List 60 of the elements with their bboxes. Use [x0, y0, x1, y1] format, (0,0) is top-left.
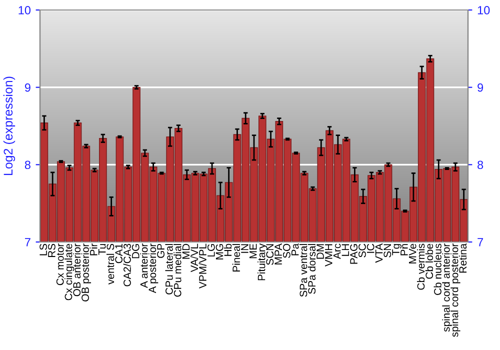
x-tick-label: DG: [132, 244, 140, 258]
x-tick-label: A anterior: [140, 244, 148, 288]
x-tick-label: SPa dorsal: [308, 244, 316, 294]
x-tick-label: MG: [216, 244, 224, 260]
x-tick-label: LS: [40, 244, 47, 256]
y-tick-label: 8: [24, 160, 30, 170]
x-tick-label: Pineal: [232, 244, 240, 272]
x-tick-label: VTA: [375, 243, 383, 263]
x-tick-label: Pir: [90, 244, 98, 256]
x-tick-label: ME: [250, 244, 257, 258]
x-tick-label: SC: [358, 244, 366, 258]
y2-tick-label: 9: [478, 83, 484, 92]
x-tick-label: Cb lobe: [425, 244, 434, 279]
y-tick-label: 7: [25, 238, 30, 246]
x-tick-label: CA2/CA3: [123, 244, 131, 286]
x-tick-label: Cb nucleus: [434, 244, 442, 295]
x-tick-label: LG: [207, 244, 215, 256]
x-tick-label: spinal cord posterior: [450, 244, 460, 337]
x-tick-label: Arc: [333, 244, 341, 259]
x-tick-label: SO: [282, 244, 290, 258]
x-tick-label: Cx motor: [56, 244, 64, 286]
x-tick-label: LH: [342, 244, 350, 256]
x-tick-label: Pituitary: [258, 243, 268, 280]
x-tick-label: IC: [366, 244, 374, 253]
x-tick-label: OB anterior: [72, 244, 81, 296]
x-tick-label: RS: [48, 244, 56, 258]
y-tick-label: 9: [24, 83, 30, 92]
y2-tick-label: 8: [478, 160, 484, 170]
x-tick-label: MD: [182, 244, 190, 259]
x-tick-label: Hb: [224, 244, 232, 256]
x-tick-label: Pa: [291, 243, 299, 256]
y2-tick-label: 10: [478, 6, 490, 14]
x-tick-label: spinal cord anterior: [442, 244, 452, 332]
x-tick-label: MPA: [274, 243, 282, 264]
x-tick-label: PAG: [350, 244, 358, 264]
x-tick-label: ventral S: [106, 244, 114, 284]
x-tick-label: GP: [157, 244, 164, 258]
x-tick-label: OB posterior: [81, 244, 92, 302]
x-tick-label: VMH: [325, 244, 332, 266]
x-tick-label: IN: [241, 244, 248, 253]
x-tick-label: CPu lateral: [165, 244, 173, 294]
y-tick-label: 10: [18, 6, 31, 14]
y-axis-title: Log2 (expression): [3, 76, 16, 175]
x-tick-label: Cb vermis: [416, 244, 425, 290]
x-tick-label: SPa ventral: [300, 244, 308, 297]
x-tick-label: SN: [384, 244, 392, 258]
x-tick-label: Tg: [392, 244, 402, 256]
x-tick-label: VPM/VPL: [198, 244, 206, 288]
x-tick-label: MVe: [408, 244, 416, 264]
x-tick-label: A posterior: [148, 244, 158, 294]
x-tick-label: Retina: [458, 243, 467, 273]
x-tick-label: VA/VL: [190, 244, 198, 272]
x-tick-label: Tu: [98, 244, 106, 255]
x-tick-label: Cx cingulate: [64, 244, 74, 300]
x-tick-label: SCN: [266, 244, 274, 265]
x-tick-label: CA1: [115, 244, 123, 264]
y2-tick-label: 7: [478, 238, 483, 246]
x-tick-label: DM: [316, 244, 324, 259]
x-tick-label: Pn: [400, 244, 408, 256]
x-tick-label: CPu medial: [174, 244, 182, 297]
